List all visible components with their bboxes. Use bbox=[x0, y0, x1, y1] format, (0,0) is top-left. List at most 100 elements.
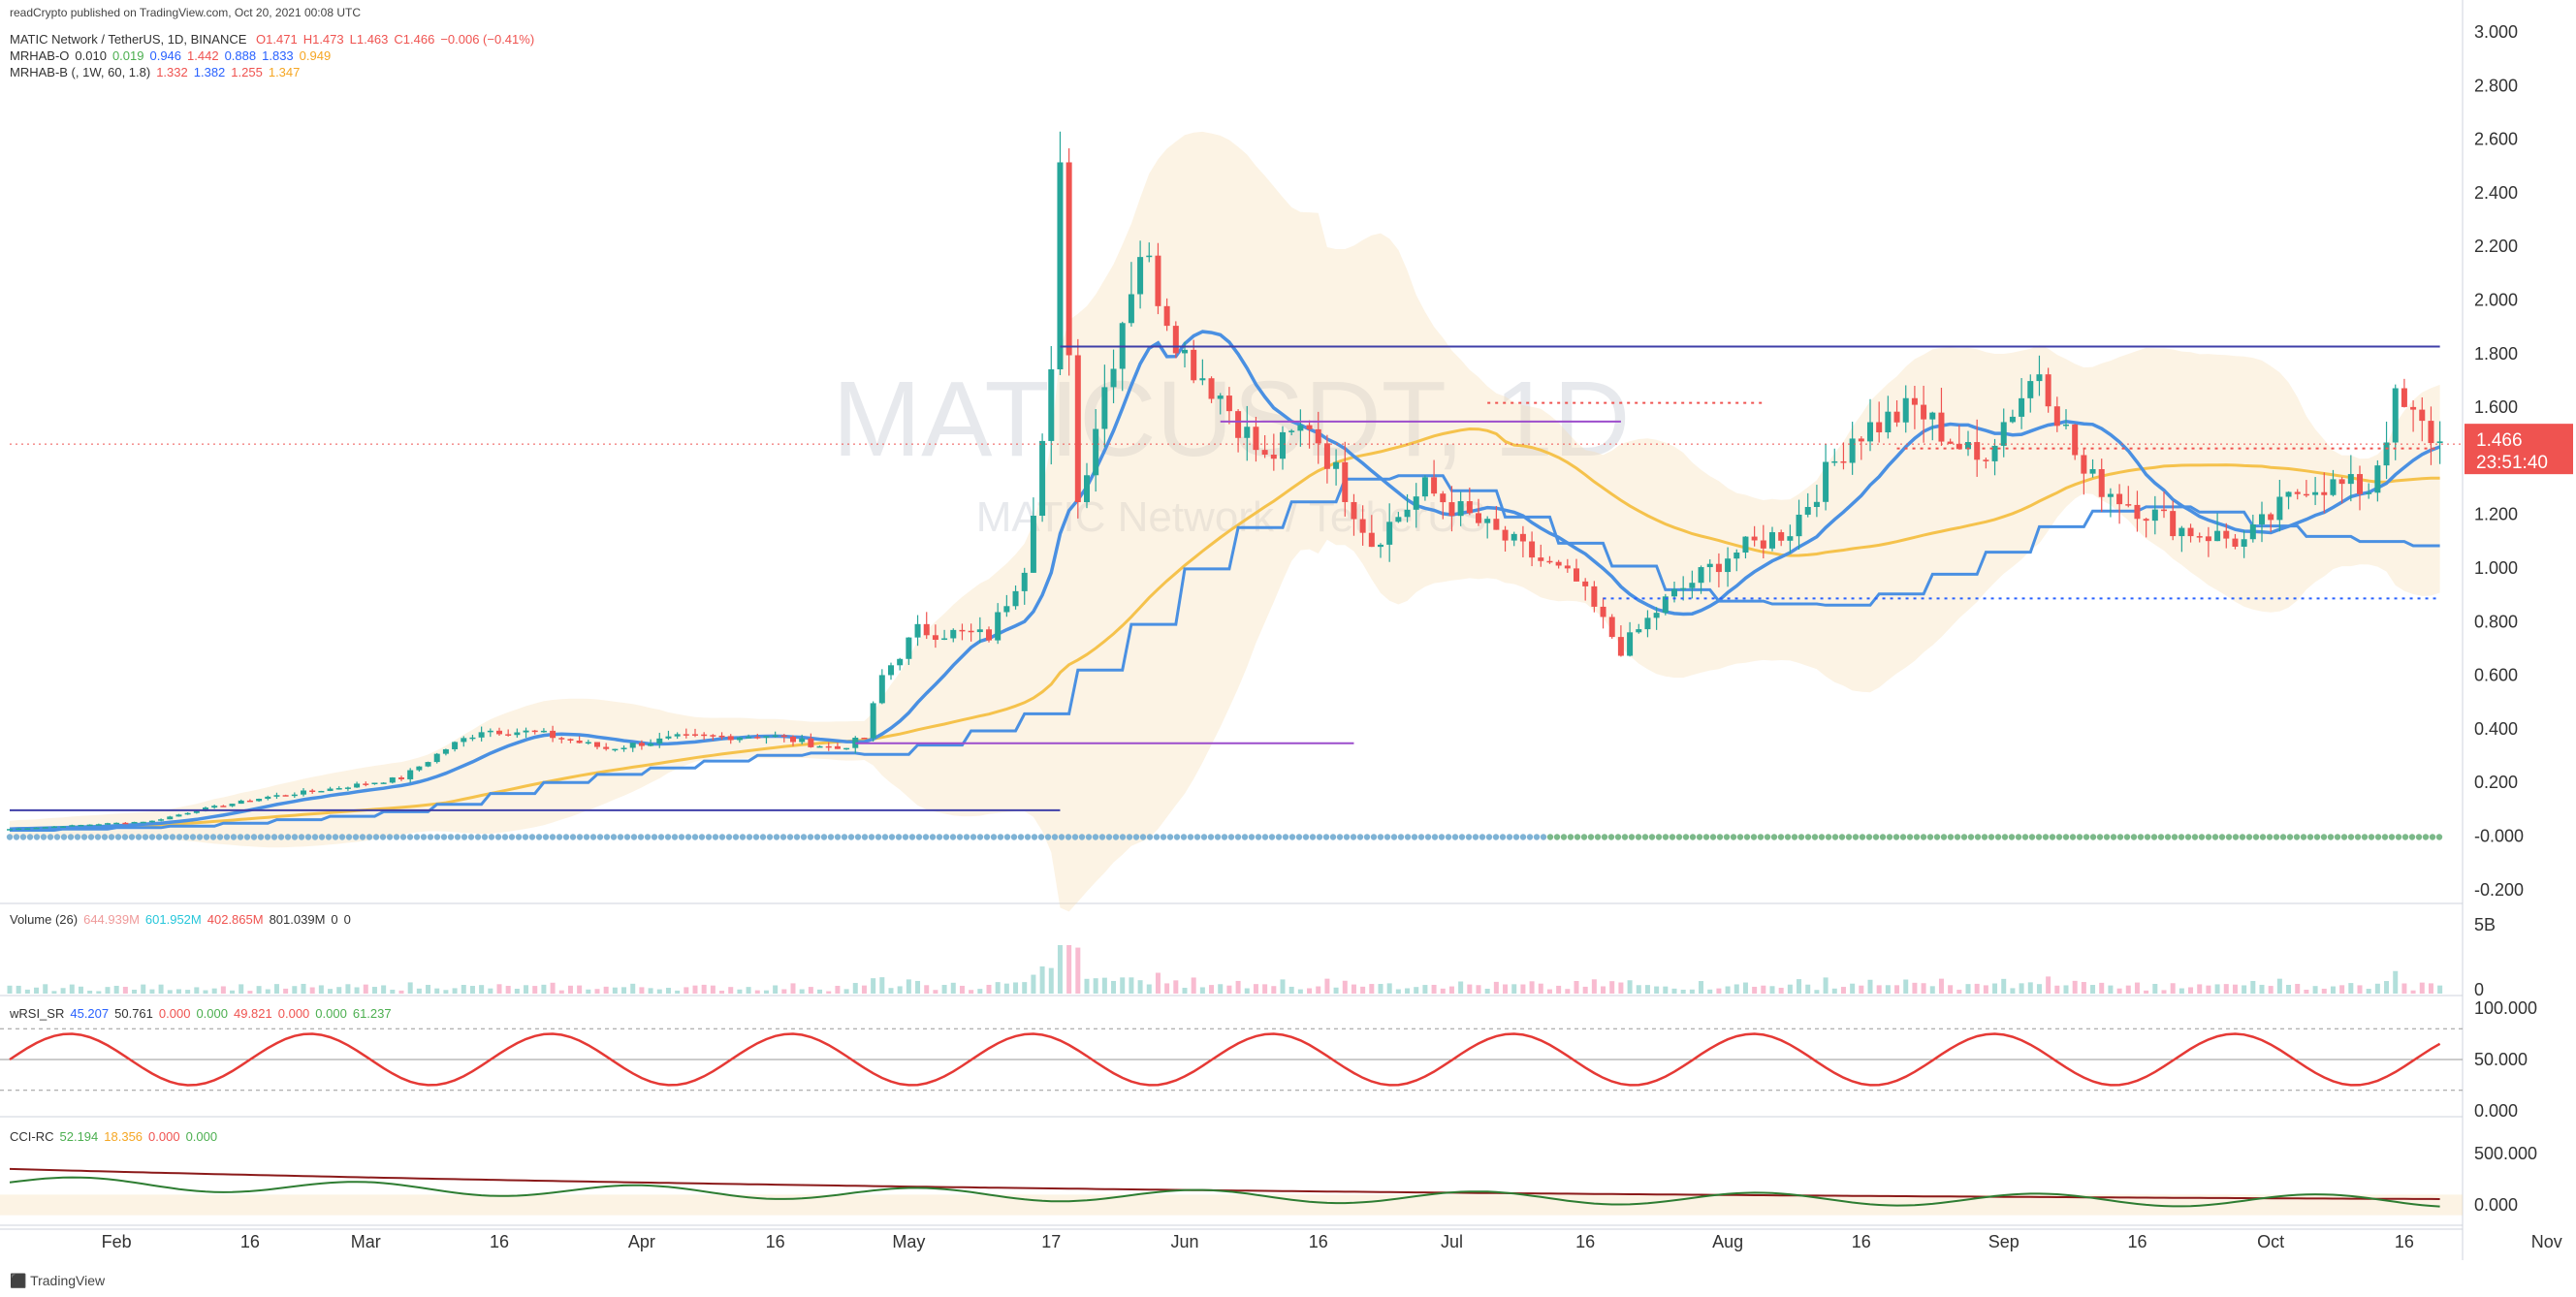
tradingview-logo[interactable]: ⬛ TradingView bbox=[10, 1273, 106, 1288]
baseline-dot bbox=[1329, 834, 1337, 840]
volume-bar bbox=[995, 982, 1001, 994]
candle-body bbox=[24, 828, 31, 830]
volume-bar bbox=[1342, 980, 1348, 994]
baseline-dot bbox=[2049, 834, 2056, 840]
baseline-dot bbox=[2429, 834, 2436, 840]
candle-body bbox=[344, 787, 351, 789]
legend-mrhab-o[interactable]: MRHAB-O 0.010 0.019 0.946 1.442 0.888 1.833 0.9… bbox=[10, 48, 336, 63]
baseline-dot bbox=[1852, 834, 1860, 840]
baseline-dot bbox=[1791, 834, 1798, 840]
last-price-box bbox=[2465, 424, 2573, 475]
baseline-dot bbox=[352, 834, 360, 840]
candle-body bbox=[2072, 424, 2079, 456]
legend-mrhab-b[interactable]: MRHAB-B (, 1W, 60, 1.8) 1.332 1.382 1.255 1.… bbox=[10, 65, 305, 79]
baseline-dot bbox=[963, 834, 970, 840]
baseline-dot bbox=[2069, 834, 2077, 840]
price-tick-label: 1.600 bbox=[2474, 397, 2518, 417]
baseline-dot bbox=[80, 834, 88, 840]
baseline-dot bbox=[1669, 834, 1676, 840]
baseline-dot bbox=[2306, 834, 2314, 840]
baseline-dot bbox=[1275, 834, 1283, 840]
volume-bar bbox=[835, 985, 841, 994]
baseline-dot bbox=[522, 834, 529, 840]
baseline-dot bbox=[1614, 834, 1622, 840]
candle-body bbox=[2338, 479, 2345, 485]
volume-bar bbox=[1609, 981, 1615, 994]
candle-body bbox=[407, 770, 414, 779]
baseline-dot bbox=[474, 834, 482, 840]
rsi-axis-label: 50.000 bbox=[2474, 1050, 2528, 1069]
candle-body bbox=[2151, 509, 2158, 522]
candle-body bbox=[1564, 565, 1571, 569]
volume-bar bbox=[34, 987, 40, 994]
baseline-dot bbox=[1730, 834, 1737, 840]
baseline-dot bbox=[854, 834, 862, 840]
volume-bar bbox=[1378, 984, 1383, 994]
volume-bar bbox=[1182, 988, 1188, 994]
candle-body bbox=[2285, 491, 2292, 497]
candle-body bbox=[86, 824, 93, 827]
volume-bar bbox=[2366, 989, 2371, 994]
volume-bar bbox=[1601, 986, 1606, 994]
baseline-dot bbox=[359, 834, 366, 840]
bollinger-band bbox=[10, 131, 2440, 912]
baseline-dot bbox=[800, 834, 808, 840]
baseline-dot bbox=[2232, 834, 2240, 840]
volume-bar bbox=[149, 989, 155, 994]
candle-body bbox=[1902, 397, 1909, 423]
candle-body bbox=[1244, 427, 1251, 438]
baseline-dot bbox=[108, 834, 115, 840]
baseline-dot bbox=[1601, 834, 1608, 840]
candle-body bbox=[683, 734, 689, 736]
legend-cci[interactable]: CCI-RC 52.194 18.356 0.000 0.000 bbox=[10, 1129, 223, 1144]
volume-bar bbox=[1129, 977, 1134, 994]
last-price-countdown: 23:51:40 bbox=[2476, 453, 2548, 473]
candle-body bbox=[2419, 409, 2426, 422]
baseline-dot bbox=[515, 834, 523, 840]
rsi-line bbox=[9, 1032, 2441, 1087]
candle-body bbox=[1093, 428, 1099, 476]
candle-body bbox=[1359, 519, 1366, 533]
ohlc-value: O1.471 bbox=[256, 32, 298, 47]
legend-symbol[interactable]: MATIC Network / TetherUS, 1D, BINANCE bbox=[10, 32, 247, 47]
volume-bar bbox=[1022, 982, 1028, 994]
legend-volume[interactable]: Volume (26) 644.939M 601.952M 402.865M 801.0… bbox=[10, 912, 357, 927]
baseline-dot bbox=[684, 834, 692, 840]
candle-body bbox=[256, 799, 263, 802]
baseline-dot bbox=[1302, 834, 1310, 840]
baseline-dot bbox=[2083, 834, 2090, 840]
candle-body bbox=[1030, 516, 1036, 573]
baseline-dot bbox=[1071, 834, 1079, 840]
volume-bar bbox=[2232, 984, 2238, 994]
baseline-dot bbox=[1621, 834, 1629, 840]
baseline-dot bbox=[2035, 834, 2043, 840]
candle-body bbox=[2170, 511, 2177, 537]
baseline-dot bbox=[2191, 834, 2199, 840]
baseline-dot bbox=[1540, 834, 1547, 840]
volume-bar bbox=[185, 990, 191, 994]
candle-body bbox=[1706, 563, 1713, 568]
candle-body bbox=[2178, 527, 2185, 537]
candle-body bbox=[1315, 428, 1321, 444]
baseline-dot bbox=[399, 834, 407, 840]
candle-body bbox=[1778, 532, 1785, 541]
baseline-dot bbox=[1241, 834, 1249, 840]
baseline-dot bbox=[2144, 834, 2151, 840]
candle-body bbox=[1466, 501, 1473, 514]
legend-value: 61.237 bbox=[352, 1006, 392, 1021]
legend-value: 1.442 bbox=[187, 48, 219, 63]
baseline-dot bbox=[148, 834, 156, 840]
legend-value: 1.255 bbox=[231, 65, 263, 79]
legend-value: 50.761 bbox=[114, 1006, 153, 1021]
candle-body bbox=[1733, 553, 1740, 559]
candle-body bbox=[2428, 421, 2434, 444]
candle-body bbox=[1323, 443, 1330, 469]
candle-body bbox=[335, 788, 342, 790]
candle-body bbox=[799, 738, 806, 743]
volume-bar bbox=[1333, 987, 1339, 994]
baseline-dot bbox=[250, 834, 258, 840]
candle-body bbox=[487, 730, 493, 733]
legend-wrsi[interactable]: wRSI_SR 45.207 50.761 0.000 0.000 49.821 0.000… bbox=[10, 1006, 398, 1021]
volume-bar bbox=[2036, 984, 2042, 994]
